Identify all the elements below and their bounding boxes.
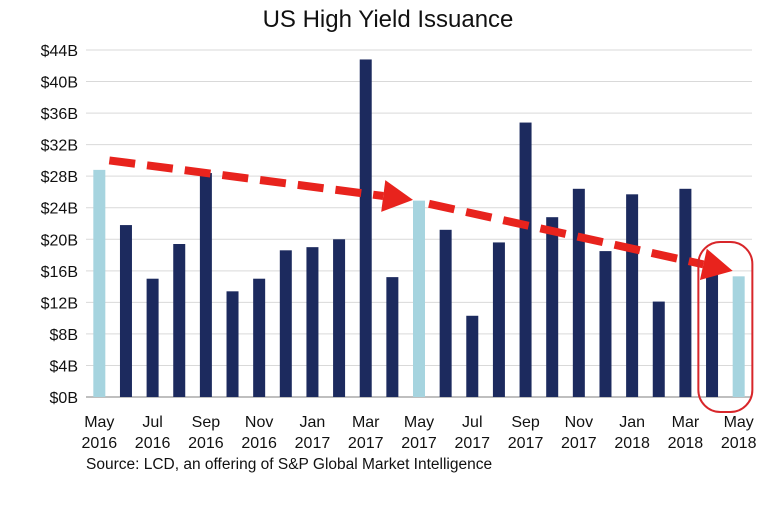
trend-arrow <box>108 156 413 212</box>
x-tick-year: 2017 <box>561 435 597 452</box>
y-tick-label: $28B <box>41 169 78 186</box>
x-tick-year: 2018 <box>721 435 757 452</box>
y-tick-label: $20B <box>41 232 78 249</box>
bar <box>146 278 159 397</box>
bar <box>359 59 372 398</box>
x-tick-year: 2017 <box>348 435 384 452</box>
bar <box>226 291 239 397</box>
bar <box>706 270 719 397</box>
trend-arrow-head <box>699 248 733 280</box>
x-tick-month: Mar <box>672 414 700 431</box>
x-tick-year: 2016 <box>241 435 277 452</box>
trend-arrow-shaft <box>108 156 384 200</box>
x-tick-month: Sep <box>192 414 221 431</box>
bar-series <box>93 59 745 398</box>
bar <box>253 278 266 397</box>
trend-arrow-head <box>381 180 413 212</box>
bar <box>199 173 212 397</box>
x-tick-month: Jan <box>619 414 645 431</box>
y-tick-label: $8B <box>50 327 78 344</box>
x-tick-year: 2017 <box>295 435 331 452</box>
trend-arrow <box>428 199 733 280</box>
annotations <box>108 156 754 413</box>
bar <box>652 301 665 397</box>
bar <box>386 277 399 397</box>
x-tick-month: Nov <box>565 414 593 431</box>
x-tick-month: Nov <box>245 414 273 431</box>
bar <box>439 229 452 397</box>
x-tick-year: 2016 <box>82 435 118 452</box>
x-tick-month: Jul <box>462 414 482 431</box>
bar <box>333 239 346 397</box>
y-tick-label: $32B <box>41 138 78 155</box>
bar-highlighted <box>413 200 425 397</box>
x-tick-month: Sep <box>511 414 540 431</box>
bar <box>679 188 692 397</box>
y-tick-label: $4B <box>50 358 78 375</box>
bar <box>572 188 585 397</box>
y-tick-label: $0B <box>50 390 78 407</box>
x-tick-month: Jan <box>300 414 326 431</box>
bar <box>173 244 186 397</box>
x-tick-year: 2017 <box>454 435 490 452</box>
chart-title: US High Yield Issuance <box>263 6 514 33</box>
source-note: Source: LCD, an offering of S&P Global M… <box>86 456 493 473</box>
bar <box>466 315 479 397</box>
y-tick-label: $40B <box>41 75 78 92</box>
x-tick-year: 2016 <box>188 435 224 452</box>
bar <box>519 122 532 398</box>
x-tick-year: 2018 <box>668 435 704 452</box>
y-tick-label: $24B <box>41 201 78 218</box>
y-tick-label: $16B <box>41 264 78 281</box>
y-tick-label: $12B <box>41 295 78 312</box>
x-tick-year: 2018 <box>614 435 650 452</box>
x-tick-year: 2016 <box>135 435 171 452</box>
bar <box>546 217 559 397</box>
x-tick-month: Jul <box>142 414 162 431</box>
y-axis: $0B $4B $8B $12B $16B $20B $24B $28B $32B $36B $40… <box>41 43 78 407</box>
bar <box>119 225 132 397</box>
x-tick-month: May <box>724 414 754 431</box>
bar <box>279 250 292 397</box>
x-tick-year: 2017 <box>508 435 544 452</box>
bar <box>306 247 319 397</box>
bar-highlighted <box>732 276 745 397</box>
bar <box>492 242 505 397</box>
trend-arrow-shaft <box>428 199 705 269</box>
y-tick-label: $44B <box>41 43 78 60</box>
bar <box>626 194 639 397</box>
highlight-circle <box>697 241 754 413</box>
x-tick-year: 2017 <box>401 435 437 452</box>
bar <box>599 251 612 397</box>
y-tick-label: $36B <box>41 106 78 123</box>
bar-highlighted <box>93 169 106 397</box>
x-axis: May 2016 Jul 2016 Sep 2016 Nov 2016 Jan 2017 Mar 20… <box>82 414 757 452</box>
x-tick-month: May <box>404 414 434 431</box>
x-tick-month: Mar <box>352 414 380 431</box>
x-tick-month: May <box>84 414 114 431</box>
